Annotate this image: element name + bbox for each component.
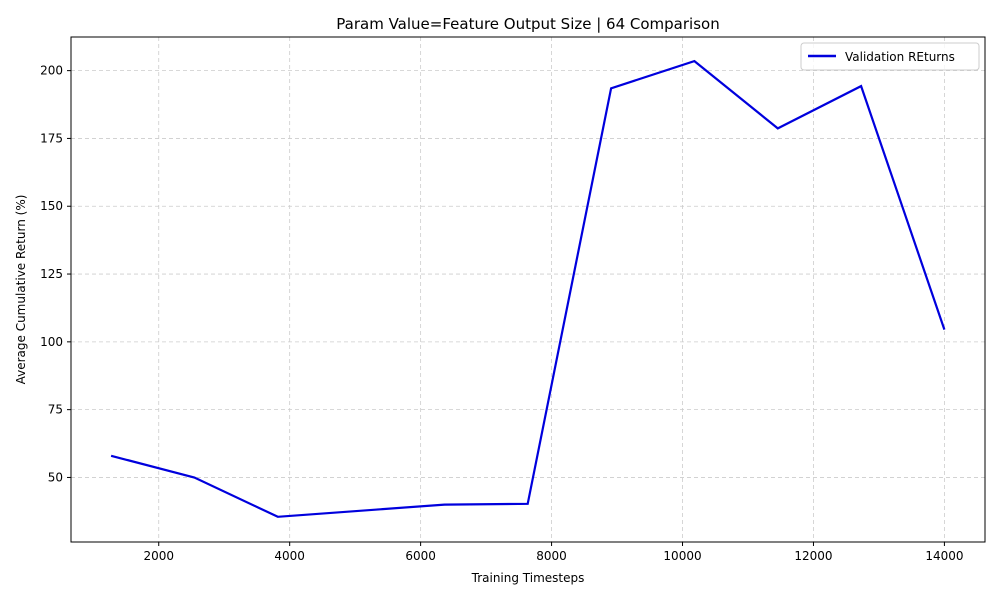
x-tick-label: 12000 bbox=[794, 549, 832, 563]
y-tick-label: 75 bbox=[48, 403, 63, 417]
series-line bbox=[110, 59, 946, 518]
axis-ticks: 2000 4000 6000 8000 10000 12000 14000 50 75 100 12… bbox=[40, 64, 963, 563]
x-tick-label: 10000 bbox=[663, 549, 701, 563]
x-tick-label: 8000 bbox=[536, 549, 567, 563]
y-tick-label: 200 bbox=[40, 64, 63, 78]
chart-title: Param Value=Feature Output Size | 64 Com… bbox=[336, 15, 719, 33]
y-axis-label: Average Cumulative Return (%) bbox=[14, 195, 28, 385]
y-tick-label: 125 bbox=[40, 267, 63, 281]
legend: Validation REturns bbox=[800, 42, 980, 71]
y-tick-label: 50 bbox=[48, 470, 63, 484]
legend-box bbox=[800, 42, 980, 71]
y-tick-label: 100 bbox=[40, 335, 63, 349]
x-tick-label: 2000 bbox=[143, 549, 174, 563]
y-tick-label: 175 bbox=[40, 131, 63, 145]
x-tick-label: 6000 bbox=[405, 549, 436, 563]
series-layer bbox=[110, 59, 946, 518]
grid-lines bbox=[71, 37, 985, 542]
y-tick-label: 150 bbox=[40, 199, 63, 213]
plot-frame bbox=[70, 36, 986, 543]
legend-label: Validation REturns bbox=[845, 50, 955, 64]
x-axis-label: Training Timesteps bbox=[471, 571, 585, 585]
x-tick-label: 4000 bbox=[274, 549, 305, 563]
x-tick-label: 14000 bbox=[925, 549, 963, 563]
